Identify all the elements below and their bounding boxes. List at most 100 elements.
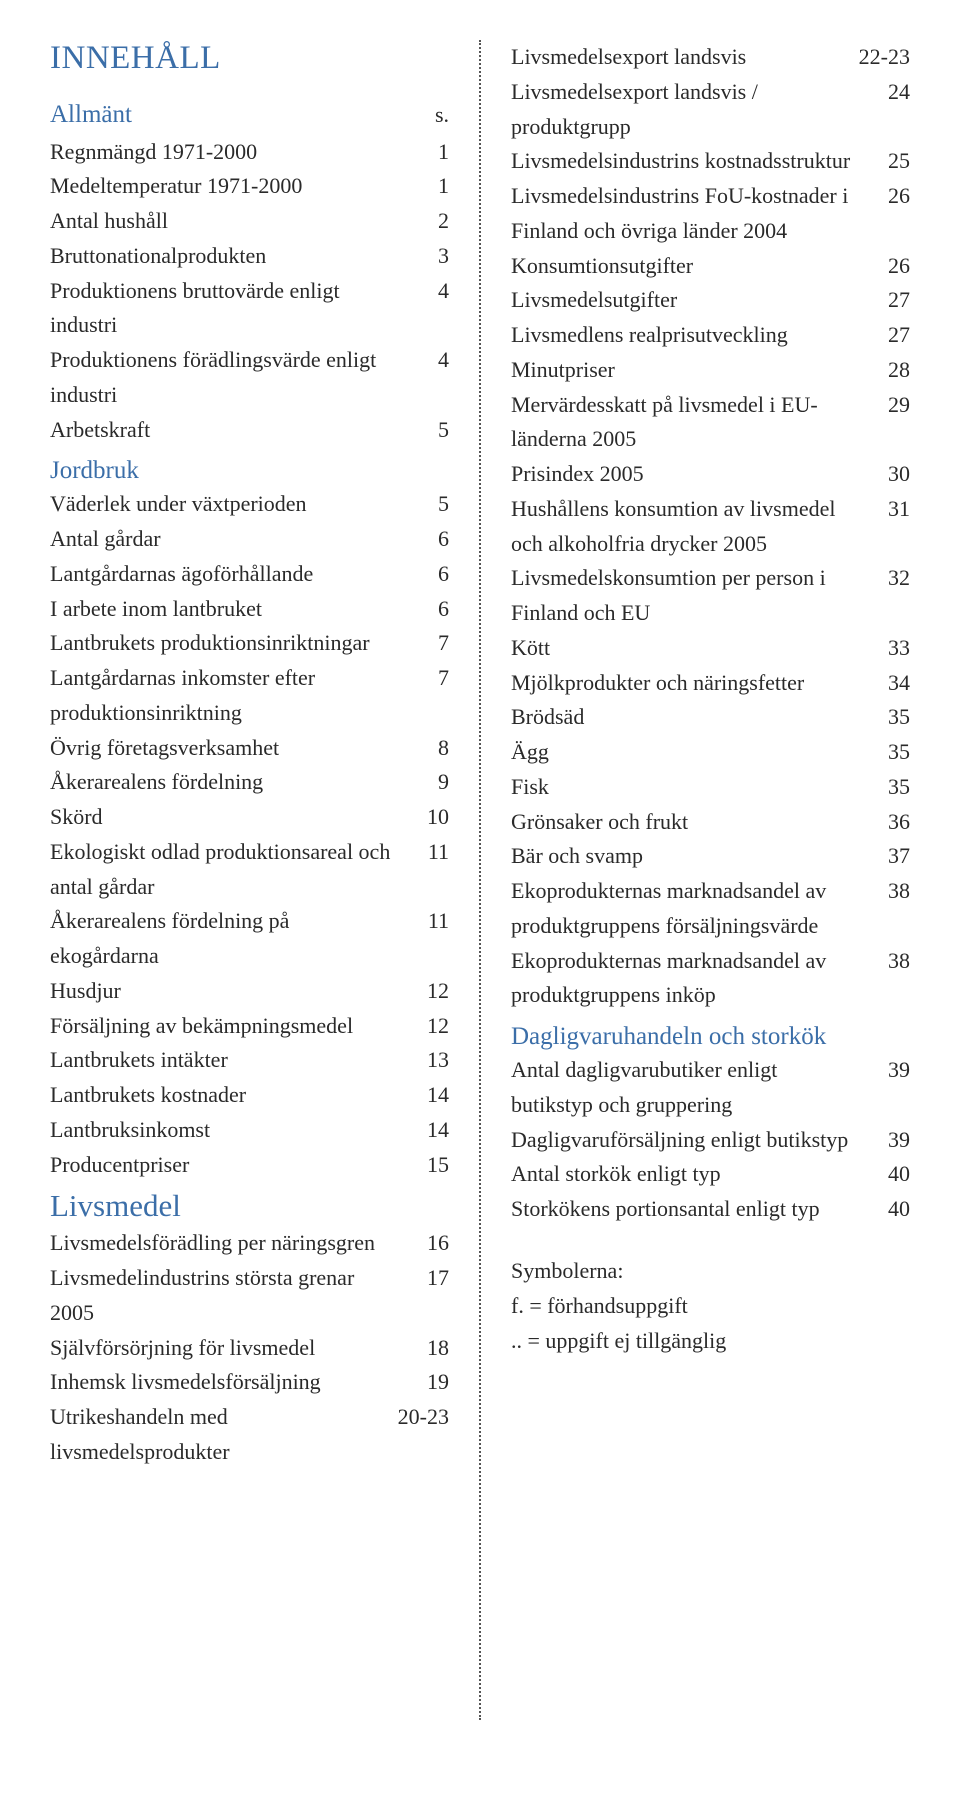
toc-label: Dagligvaruförsäljning enligt butikstyp (511, 1123, 860, 1158)
toc-page: 29 (860, 388, 910, 423)
toc-row: Antal dagligvarubutiker enligt butikstyp… (511, 1053, 910, 1123)
toc-row: I arbete inom lantbruket6 (50, 592, 449, 627)
toc-label: Antal gårdar (50, 522, 399, 557)
allmant-list: Regnmängd 1971-20001Medeltemperatur 1971… (50, 135, 449, 448)
toc-page: 38 (860, 874, 910, 909)
section-heading-livsmedel: Livsmedel (50, 1188, 449, 1224)
toc-row: Hushållens konsumtion av livsmedel och a… (511, 492, 910, 562)
toc-page: 40 (860, 1192, 910, 1227)
toc-page: 5 (399, 413, 449, 448)
toc-label: Antal hushåll (50, 204, 399, 239)
toc-row: Livsmedelskonsumtion per person i Finlan… (511, 561, 910, 631)
toc-label: Självförsörjning för livsmedel (50, 1331, 399, 1366)
toc-label: Livsmedelindustrins största grenar 2005 (50, 1261, 399, 1331)
toc-row: Lantbrukets kostnader14 (50, 1078, 449, 1113)
toc-page: 17 (399, 1261, 449, 1296)
toc-row: Livsmedelindustrins största grenar 20051… (50, 1261, 449, 1331)
toc-row: Livsmedelsexport landsvis22-23 (511, 40, 910, 75)
toc-row: Åkerarealens fördelning på ekogårdarna11 (50, 904, 449, 974)
toc-page: 28 (860, 353, 910, 388)
toc-label: Lantgårdarnas ägoförhållande (50, 557, 399, 592)
toc-page: 1 (399, 169, 449, 204)
toc-page: 26 (860, 249, 910, 284)
toc-page: 7 (399, 626, 449, 661)
toc-label: Åkerarealens fördelning på ekogårdarna (50, 904, 399, 974)
toc-label: Regnmängd 1971-2000 (50, 135, 399, 170)
toc-row: Kött33 (511, 631, 910, 666)
toc-row: Grönsaker och frukt36 (511, 805, 910, 840)
toc-page: 15 (399, 1148, 449, 1183)
toc-label: Lantbrukets intäkter (50, 1043, 399, 1078)
toc-row: Självförsörjning för livsmedel18 (50, 1331, 449, 1366)
toc-page: 6 (399, 557, 449, 592)
toc-row: Minutpriser28 (511, 353, 910, 388)
right-column: Livsmedelsexport landsvis22-23Livsmedels… (481, 40, 910, 1773)
toc-label: Lantbrukets produktionsinriktningar (50, 626, 399, 661)
toc-page: 14 (399, 1113, 449, 1148)
toc-row: Ägg35 (511, 735, 910, 770)
toc-page: 8 (399, 731, 449, 766)
toc-label: Prisindex 2005 (511, 457, 860, 492)
toc-page: 5 (399, 487, 449, 522)
toc-label: Åkerarealens fördelning (50, 765, 399, 800)
toc-page: 13 (399, 1043, 449, 1078)
toc-page: 27 (860, 283, 910, 318)
toc-page: 35 (860, 770, 910, 805)
toc-page: 11 (399, 835, 449, 870)
toc-label: Livsmedelsindustrins FoU-kostnader i Fin… (511, 179, 860, 249)
dagligvaru-list: Antal dagligvarubutiker enligt butikstyp… (511, 1053, 910, 1227)
jordbruk-list: Väderlek under växtperioden5Antal gårdar… (50, 487, 449, 1182)
toc-label: Kött (511, 631, 860, 666)
toc-page: 31 (860, 492, 910, 527)
toc-label: Väderlek under växtperioden (50, 487, 399, 522)
toc-page: 39 (860, 1123, 910, 1158)
toc-label: Övrig företagsverksamhet (50, 731, 399, 766)
section-heading-jordbruk: Jordbruk (50, 457, 449, 485)
symbols-line2: .. = uppgift ej tillgänglig (511, 1323, 910, 1358)
toc-row: Lantbrukets intäkter13 (50, 1043, 449, 1078)
toc-label: Livsmedelsexport landsvis (511, 40, 859, 75)
toc-label: Livsmedelsindustrins kostnadsstruktur (511, 144, 860, 179)
toc-page: 4 (399, 274, 449, 309)
toc-label: Produktionens bruttovärde enligt industr… (50, 274, 399, 344)
toc-label: Ekoprodukternas marknadsandel av produkt… (511, 944, 860, 1014)
toc-label: Brödsäd (511, 700, 860, 735)
toc-row: Fisk35 (511, 770, 910, 805)
toc-page: 32 (860, 561, 910, 596)
toc-row: Ekoprodukternas marknadsandel av produkt… (511, 944, 910, 1014)
toc-row: Konsumtionsutgifter26 (511, 249, 910, 284)
toc-row: Antal hushåll2 (50, 204, 449, 239)
section-allmant-header: Allmänt s. (50, 95, 449, 135)
toc-label: Konsumtionsutgifter (511, 249, 860, 284)
toc-label: Livsmedelsexport landsvis / produktgrupp (511, 75, 860, 145)
toc-label: Ägg (511, 735, 860, 770)
toc-page: 37 (860, 839, 910, 874)
toc-row: Livsmedelsindustrins FoU-kostnader i Fin… (511, 179, 910, 249)
toc-row: Husdjur12 (50, 974, 449, 1009)
toc-label: Antal storkök enligt typ (511, 1157, 860, 1192)
toc-page: 3 (399, 239, 449, 274)
toc-page: 27 (860, 318, 910, 353)
toc-label: Försäljning av bekämpningsmedel (50, 1009, 399, 1044)
toc-row: Brödsäd35 (511, 700, 910, 735)
symbols-block: Symbolerna: f. = förhandsuppgift .. = up… (511, 1253, 910, 1359)
toc-row: Lantbruksinkomst14 (50, 1113, 449, 1148)
toc-page: 33 (860, 631, 910, 666)
toc-row: Bär och svamp37 (511, 839, 910, 874)
toc-page: 18 (399, 1331, 449, 1366)
toc-page: 34 (860, 666, 910, 701)
toc-row: Arbetskraft5 (50, 413, 449, 448)
toc-page: 6 (399, 522, 449, 557)
toc-page: 12 (399, 974, 449, 1009)
toc-row: Livsmedelsexport landsvis / produktgrupp… (511, 75, 910, 145)
symbols-title: Symbolerna: (511, 1253, 910, 1288)
toc-label: Livsmedelsförädling per näringsgren (50, 1226, 399, 1261)
toc-row: Dagligvaruförsäljning enligt butikstyp39 (511, 1123, 910, 1158)
toc-label: Utrikeshandeln med livsmedelsprodukter (50, 1400, 398, 1470)
toc-row: Livsmedelsindustrins kostnadsstruktur25 (511, 144, 910, 179)
toc-label: Lantbrukets kostnader (50, 1078, 399, 1113)
toc-label: Antal dagligvarubutiker enligt butikstyp… (511, 1053, 860, 1123)
toc-label: Bär och svamp (511, 839, 860, 874)
toc-label: Medeltemperatur 1971-2000 (50, 169, 399, 204)
page-header-label: s. (399, 98, 449, 133)
